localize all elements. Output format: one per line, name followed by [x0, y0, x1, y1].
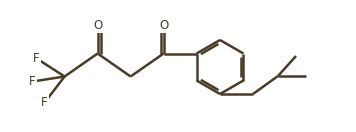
Text: O: O [93, 19, 102, 32]
Text: F: F [33, 52, 40, 65]
Text: F: F [41, 96, 48, 109]
Text: O: O [159, 19, 168, 32]
Text: F: F [29, 75, 36, 88]
